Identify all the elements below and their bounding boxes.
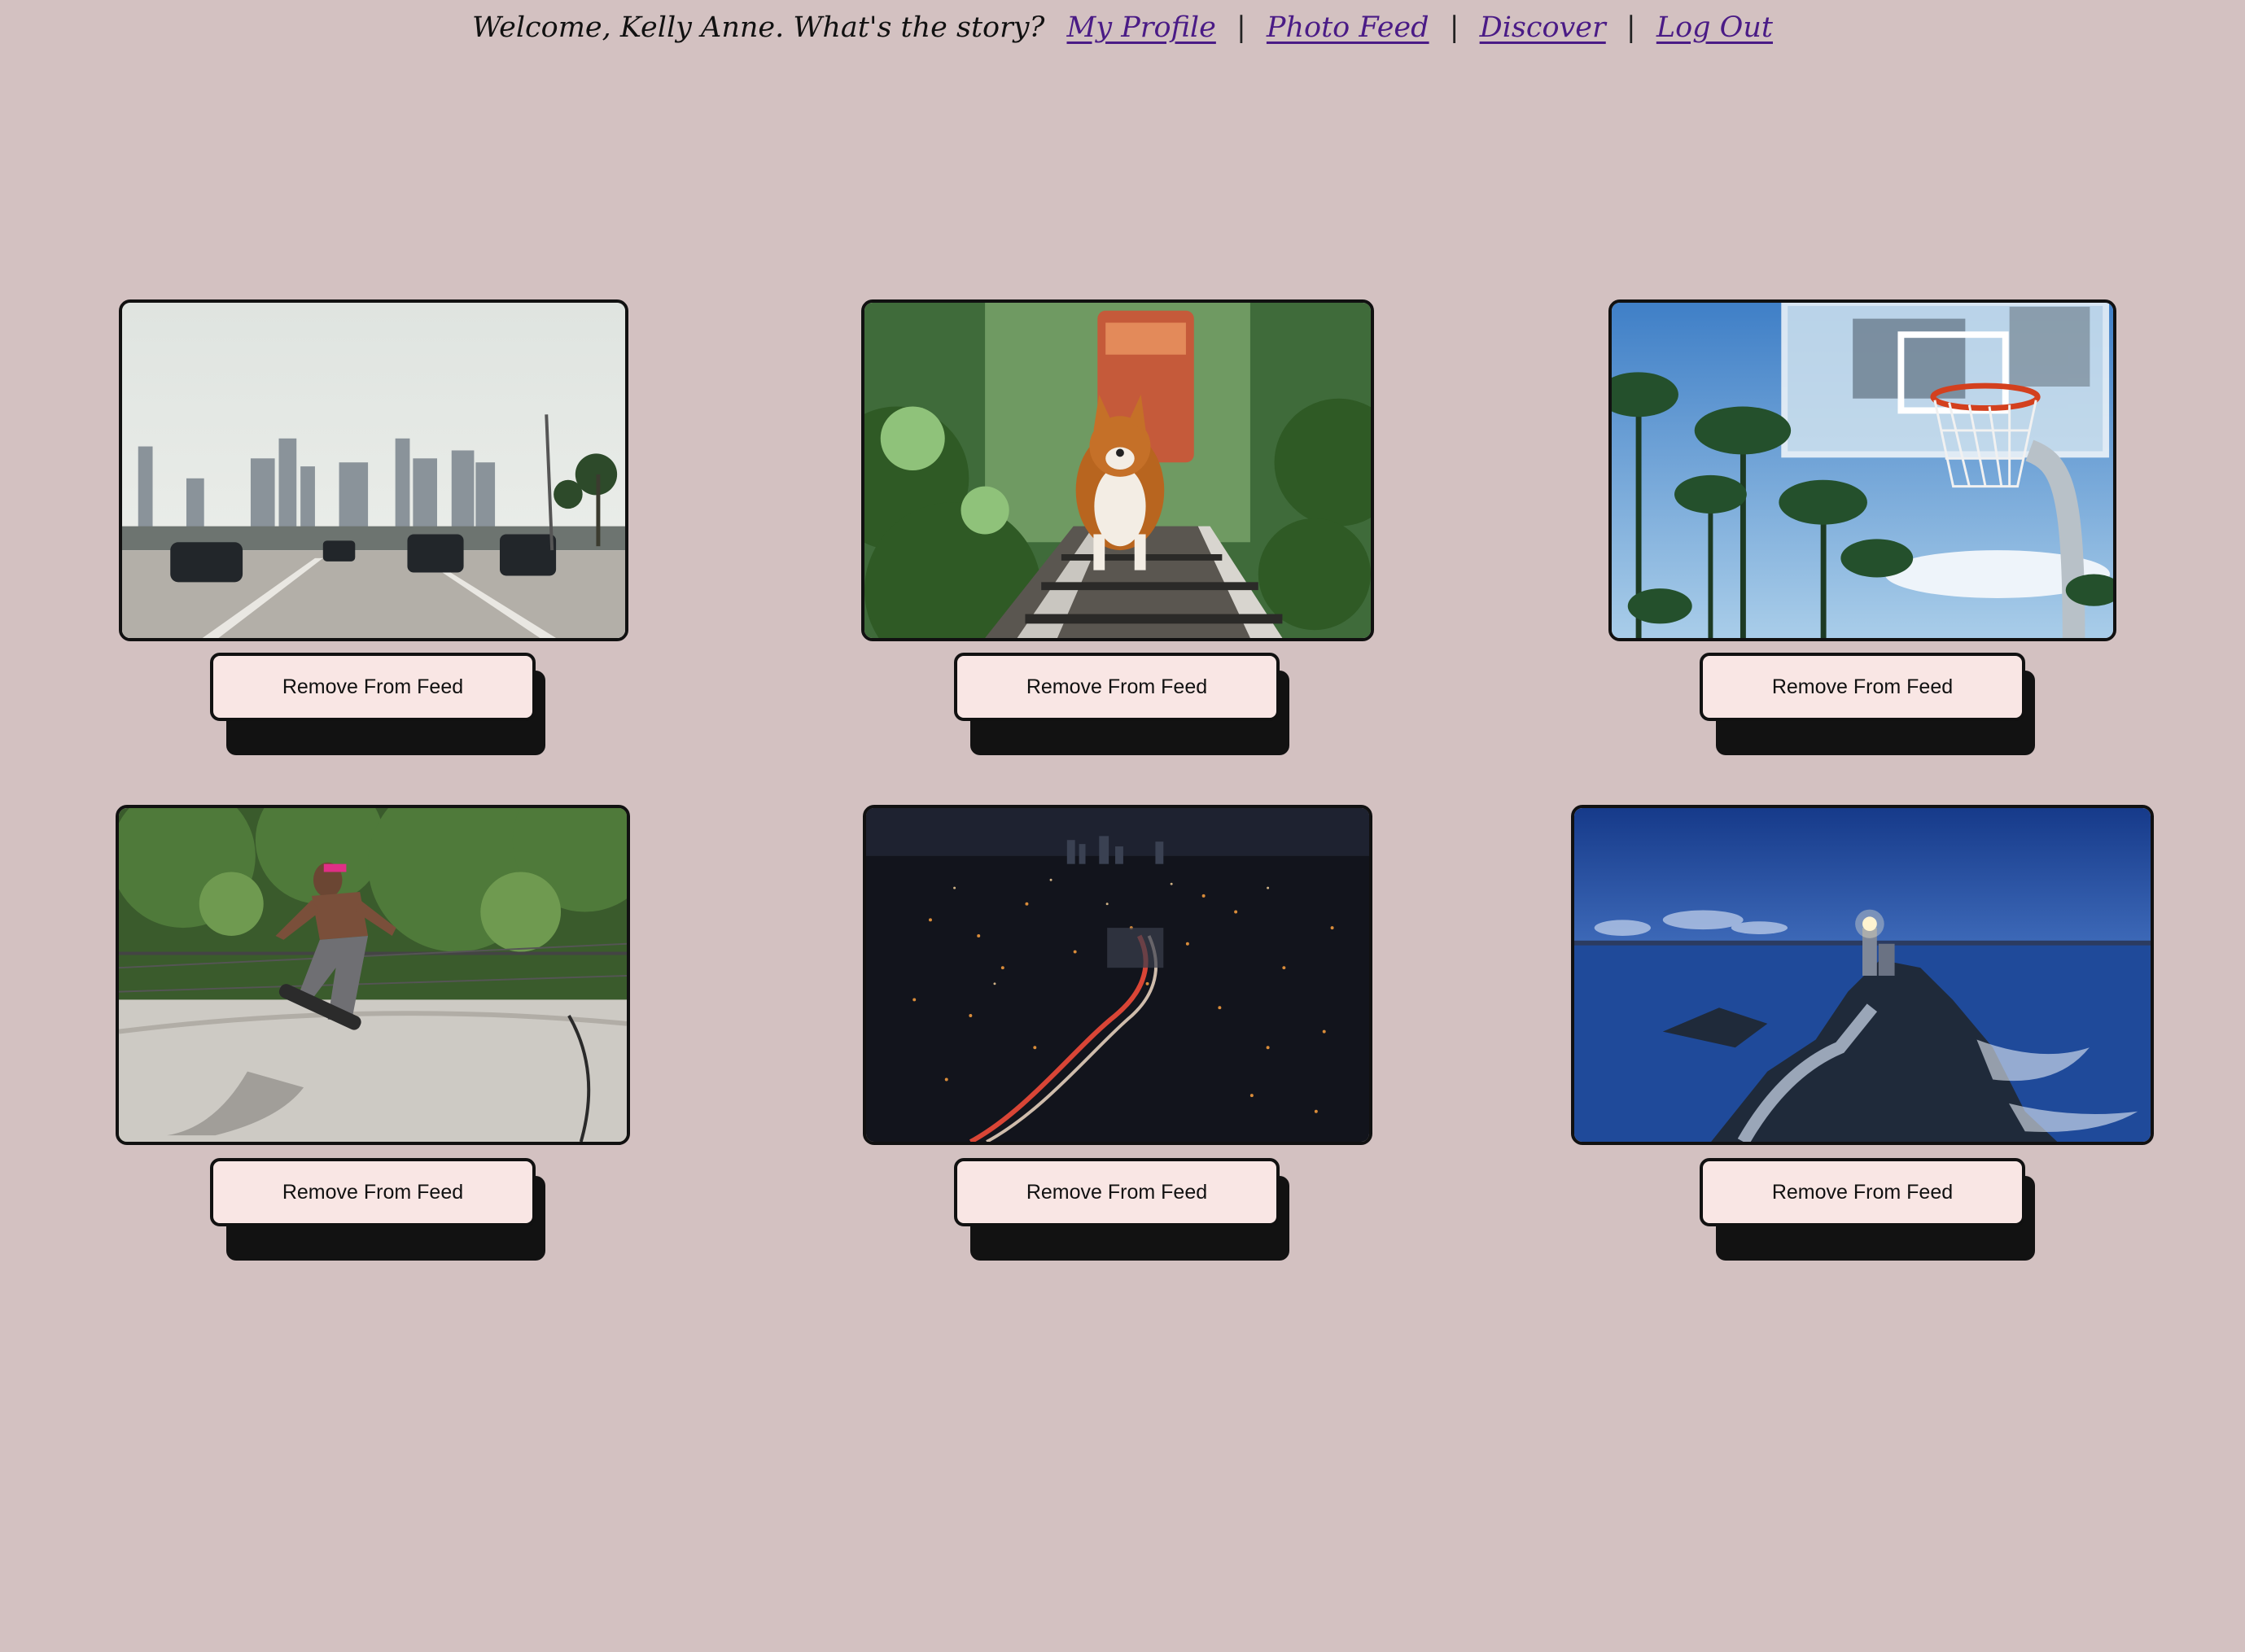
- remove-button-wrapper: Remove From Feed: [210, 1158, 545, 1262]
- nav-separator: |: [1236, 11, 1246, 44]
- remove-from-feed-button[interactable]: Remove From Feed: [210, 1158, 536, 1226]
- top-nav: Welcome, Kelly Anne. What's the story? M…: [0, 7, 2245, 49]
- remove-from-feed-button[interactable]: Remove From Feed: [210, 653, 536, 721]
- feed-photo-basketball-hoop: [1608, 299, 2116, 641]
- welcome-message: Welcome, Kelly Anne. What's the story?: [472, 11, 1045, 44]
- remove-button-wrapper: Remove From Feed: [210, 653, 545, 757]
- feed-photo-city-night: [863, 805, 1372, 1145]
- remove-button-wrapper: Remove From Feed: [1700, 1158, 2035, 1262]
- nav-separator: |: [1449, 11, 1459, 44]
- remove-button-wrapper: Remove From Feed: [954, 1158, 1289, 1262]
- discover-link[interactable]: Discover: [1479, 11, 1606, 44]
- remove-button-wrapper: Remove From Feed: [954, 653, 1289, 757]
- remove-from-feed-button[interactable]: Remove From Feed: [1700, 653, 2025, 721]
- my-profile-link[interactable]: My Profile: [1066, 11, 1216, 44]
- photo-feed-link[interactable]: Photo Feed: [1266, 11, 1429, 44]
- log-out-link[interactable]: Log Out: [1656, 11, 1773, 44]
- feed-photo-lighthouse: [1571, 805, 2154, 1145]
- remove-button-wrapper: Remove From Feed: [1700, 653, 2035, 757]
- feed-photo-city-highway: [119, 299, 628, 641]
- remove-from-feed-button[interactable]: Remove From Feed: [1700, 1158, 2025, 1226]
- feed-photo-skateboarder: [116, 805, 630, 1145]
- remove-from-feed-button[interactable]: Remove From Feed: [954, 653, 1280, 721]
- feed-photo-corgi: [861, 299, 1374, 641]
- nav-separator: |: [1626, 11, 1636, 44]
- remove-from-feed-button[interactable]: Remove From Feed: [954, 1158, 1280, 1226]
